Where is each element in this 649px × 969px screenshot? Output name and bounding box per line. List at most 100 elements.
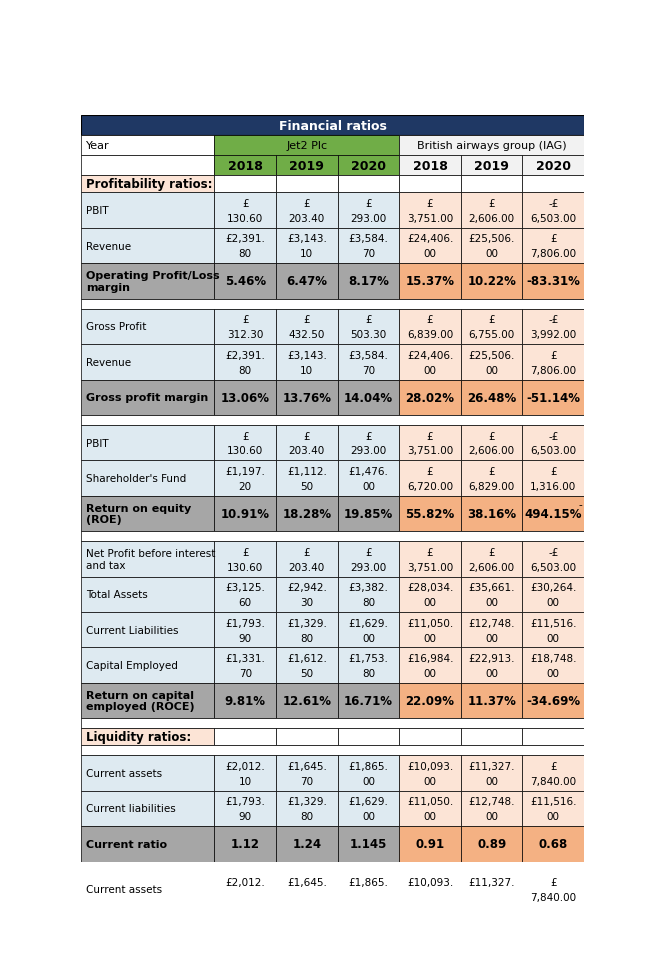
- Bar: [81, 861, 584, 872]
- Text: 10.22%: 10.22%: [467, 275, 516, 288]
- Text: 00: 00: [424, 776, 437, 786]
- Bar: [461, 791, 522, 827]
- Text: 293.00: 293.00: [350, 562, 387, 572]
- Text: 00: 00: [485, 669, 498, 678]
- Bar: [214, 264, 276, 299]
- Text: 3,751.00: 3,751.00: [407, 214, 453, 224]
- Text: PBIT: PBIT: [86, 205, 109, 216]
- Text: 9.81%: 9.81%: [225, 695, 265, 707]
- Text: 7,840.00: 7,840.00: [530, 776, 576, 786]
- Bar: [81, 827, 214, 861]
- Text: Current assets: Current assets: [86, 768, 163, 778]
- Bar: [214, 648, 276, 683]
- Text: £: £: [304, 431, 310, 441]
- Text: £3,584.: £3,584.: [349, 234, 388, 244]
- Bar: [399, 229, 461, 264]
- Text: £: £: [427, 199, 434, 208]
- Text: Gross Profit: Gross Profit: [86, 322, 147, 332]
- Text: £: £: [488, 466, 495, 477]
- Text: Net Profit before interest
and tax: Net Profit before interest and tax: [86, 548, 216, 570]
- Text: £: £: [365, 199, 372, 208]
- Text: 00: 00: [485, 776, 498, 786]
- Text: 28.02%: 28.02%: [406, 391, 454, 404]
- Text: £18,748.: £18,748.: [530, 653, 576, 664]
- Bar: [522, 461, 584, 496]
- Text: £11,327.: £11,327.: [469, 761, 515, 771]
- Text: 203.40: 203.40: [289, 446, 325, 456]
- Text: 1.145: 1.145: [350, 837, 387, 851]
- Text: £1,753.: £1,753.: [349, 653, 388, 664]
- Bar: [81, 745, 584, 756]
- Text: 70: 70: [300, 776, 313, 786]
- Text: -83.31%: -83.31%: [526, 275, 580, 288]
- Text: £: £: [304, 199, 310, 208]
- Bar: [461, 648, 522, 683]
- Text: £: £: [550, 351, 557, 360]
- Text: £1,329.: £1,329.: [287, 797, 327, 806]
- Text: Current assets: Current assets: [86, 885, 163, 894]
- Bar: [214, 612, 276, 648]
- Bar: [522, 496, 584, 532]
- Text: -£: -£: [548, 547, 559, 557]
- Bar: [81, 612, 214, 648]
- Text: £: £: [242, 315, 249, 325]
- Text: 00: 00: [547, 669, 560, 678]
- Bar: [276, 872, 337, 907]
- Bar: [337, 309, 399, 345]
- Text: £: £: [550, 877, 557, 888]
- Bar: [81, 229, 214, 264]
- Bar: [81, 309, 214, 345]
- Bar: [276, 648, 337, 683]
- Bar: [337, 648, 399, 683]
- Bar: [214, 577, 276, 612]
- Bar: [522, 577, 584, 612]
- Bar: [81, 872, 214, 907]
- Text: 2,606.00: 2,606.00: [469, 562, 515, 572]
- Text: 203.40: 203.40: [289, 562, 325, 572]
- Text: Current Liabilities: Current Liabilities: [86, 625, 179, 635]
- Bar: [461, 756, 522, 791]
- Text: £1,331.: £1,331.: [225, 653, 265, 664]
- Bar: [276, 461, 337, 496]
- Text: £24,406.: £24,406.: [407, 351, 453, 360]
- Text: £3,584.: £3,584.: [349, 351, 388, 360]
- Bar: [276, 683, 337, 719]
- Text: 18.28%: 18.28%: [282, 508, 332, 520]
- Bar: [276, 496, 337, 532]
- Text: 80: 80: [362, 598, 375, 608]
- Text: 6.47%: 6.47%: [286, 275, 327, 288]
- Bar: [399, 345, 461, 380]
- Text: 3,751.00: 3,751.00: [407, 562, 453, 572]
- Text: 2019: 2019: [289, 160, 324, 172]
- Bar: [461, 380, 522, 416]
- Bar: [522, 729, 584, 745]
- Text: 00: 00: [485, 365, 498, 375]
- Text: £2,012.: £2,012.: [225, 877, 265, 888]
- Text: £1,865.: £1,865.: [349, 877, 388, 888]
- Text: 432.50: 432.50: [289, 329, 325, 340]
- Bar: [461, 193, 522, 229]
- Bar: [461, 729, 522, 745]
- Bar: [81, 345, 214, 380]
- Text: 130.60: 130.60: [227, 562, 263, 572]
- Text: -£: -£: [548, 199, 559, 208]
- Text: 293.00: 293.00: [350, 214, 387, 224]
- Text: £28,034.: £28,034.: [407, 582, 453, 593]
- Bar: [337, 229, 399, 264]
- Bar: [461, 577, 522, 612]
- Bar: [522, 425, 584, 461]
- Text: 15.37%: 15.37%: [406, 275, 454, 288]
- Bar: [81, 496, 214, 532]
- Bar: [214, 496, 276, 532]
- Text: £1,197.: £1,197.: [225, 466, 265, 477]
- Text: 10: 10: [300, 365, 313, 375]
- Bar: [214, 425, 276, 461]
- Bar: [214, 380, 276, 416]
- Text: 13.76%: 13.76%: [282, 391, 332, 404]
- Text: £2,012.: £2,012.: [225, 761, 265, 771]
- Text: 13.06%: 13.06%: [221, 391, 270, 404]
- Bar: [461, 229, 522, 264]
- Text: £2,942.: £2,942.: [287, 582, 327, 593]
- Text: £1,476.: £1,476.: [349, 466, 388, 477]
- Text: British airways group (IAG): British airways group (IAG): [417, 141, 567, 151]
